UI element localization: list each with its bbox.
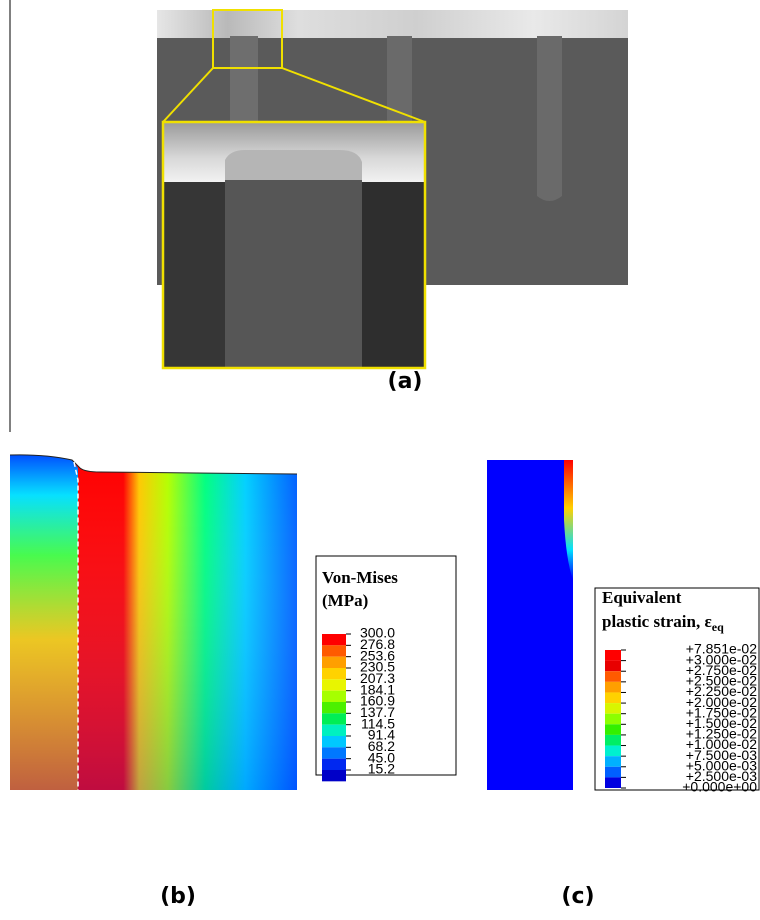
figure: (a) (b) (c) Von-Mises(MPa)300.0276.8253.… — [0, 0, 760, 920]
panel-label: (c) — [561, 884, 594, 909]
legend-swatch — [322, 770, 346, 781]
legend-title: (MPa) — [322, 591, 368, 610]
strain-contour — [487, 460, 573, 790]
legend-swatch — [322, 713, 346, 724]
legend-swatch — [322, 736, 346, 747]
legend-swatch — [605, 777, 621, 788]
legend-swatch — [605, 650, 621, 661]
legend-swatch — [322, 668, 346, 679]
legend-swatch — [605, 714, 621, 725]
panel-label: (a) — [388, 369, 423, 394]
legend-swatch — [605, 671, 621, 682]
legend-swatch — [322, 657, 346, 668]
legend-swatch — [605, 746, 621, 757]
legend-title: plastic strain, εeq — [602, 612, 724, 634]
sem-image — [157, 10, 628, 368]
legend-label: 15.2 — [368, 761, 395, 777]
legend-title: Equivalent — [602, 588, 682, 607]
legend-swatch — [605, 661, 621, 672]
legend-title: Von-Mises — [322, 568, 398, 587]
legend-swatch — [605, 703, 621, 714]
legend-swatch — [605, 735, 621, 746]
legend-swatch — [605, 682, 621, 693]
panel-label: (b) — [160, 884, 196, 909]
legend-swatch — [322, 747, 346, 758]
legend-swatch — [322, 645, 346, 656]
legend-swatch — [605, 756, 621, 767]
legend-label: +0.000e+00 — [682, 779, 757, 795]
legend-swatch — [322, 634, 346, 645]
legend-swatch — [605, 767, 621, 778]
legend-swatch — [605, 724, 621, 735]
legend-swatch — [322, 679, 346, 690]
legend-title-subscript: eq — [712, 620, 724, 634]
legend-swatch — [322, 725, 346, 736]
legend-swatch — [605, 692, 621, 703]
legend-swatch — [322, 702, 346, 713]
legend-title-text: plastic strain, ε — [602, 612, 712, 631]
legend-swatch — [322, 759, 346, 770]
von-mises-contour — [10, 455, 297, 790]
legend-swatch — [322, 691, 346, 702]
